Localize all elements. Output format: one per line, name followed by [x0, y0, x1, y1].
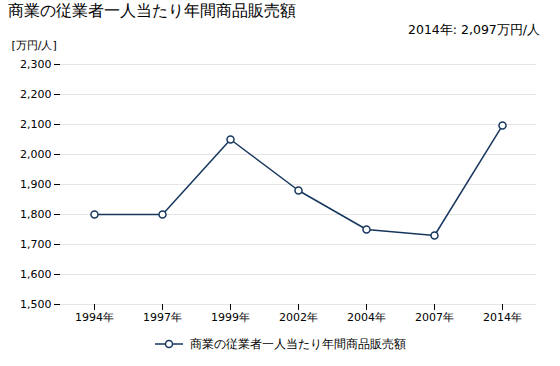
svg-text:1,800: 1,800 — [20, 208, 52, 221]
html-text:商業の従業者一人当たり年間商品販売額: 商業の従業者一人当たり年間商品販売額 — [190, 337, 406, 351]
svg-text:2004年: 2004年 — [347, 311, 386, 324]
html-text:商業の従業者一人当たり年間商品販売額: 商業の従業者一人当たり年間商品販売額 — [8, 1, 296, 20]
svg-text:1994年: 1994年 — [75, 311, 114, 324]
svg-text:2014年: 2014年 — [483, 311, 522, 324]
svg-text:1997年: 1997年 — [143, 311, 182, 324]
svg-text:2007年: 2007年 — [415, 311, 454, 324]
svg-text:1,900: 1,900 — [20, 178, 52, 191]
svg-text:1999年: 1999年 — [211, 311, 250, 324]
svg-text:2,200: 2,200 — [20, 88, 52, 101]
svg-text:2,000: 2,000 — [20, 148, 52, 161]
svg-text:1,500: 1,500 — [20, 298, 52, 311]
svg-text:[万円/人]: [万円/人] — [12, 39, 57, 52]
svg-text:2002年: 2002年 — [279, 311, 318, 324]
svg-text:1,600: 1,600 — [20, 268, 52, 281]
svg-text:1,700: 1,700 — [20, 238, 52, 251]
html-text:2014年: 2,097万円/人: 2014年: 2,097万円/人 — [408, 22, 540, 37]
svg-text:2,300: 2,300 — [20, 58, 52, 71]
svg-text:2,100: 2,100 — [20, 118, 52, 131]
